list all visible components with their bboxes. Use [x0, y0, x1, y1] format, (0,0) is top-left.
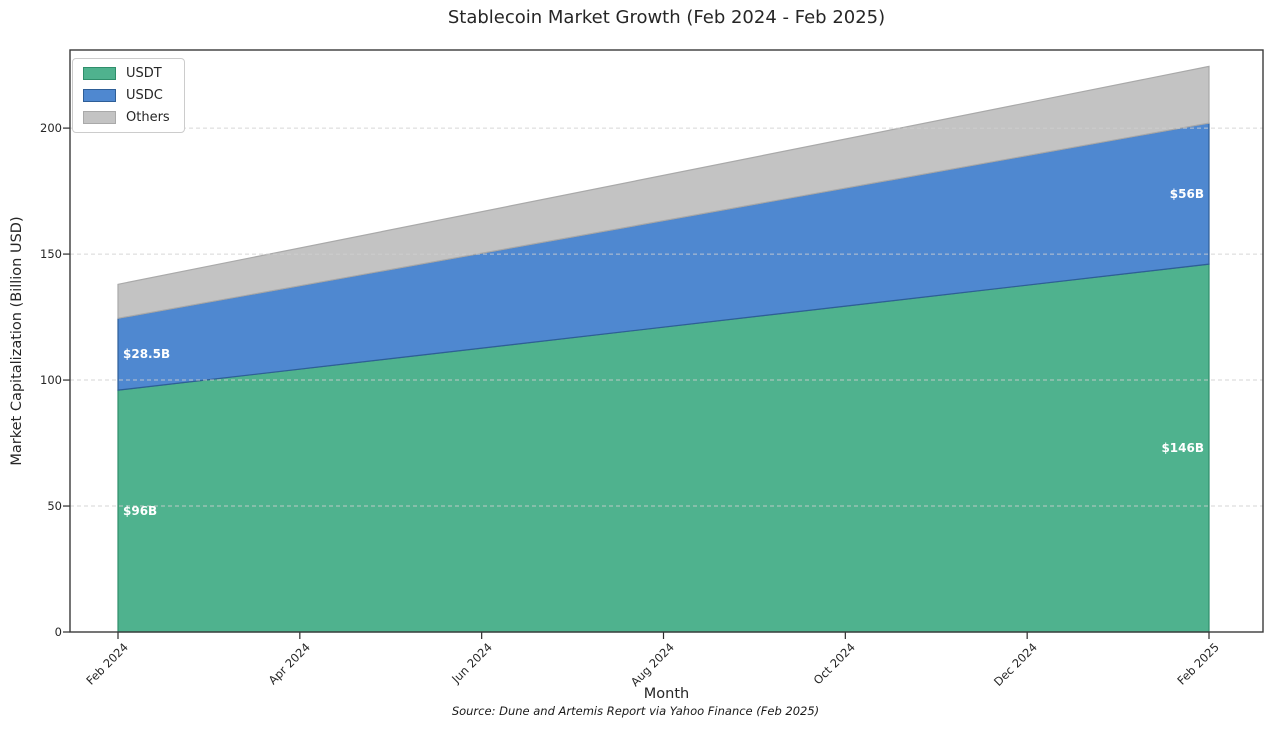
legend-item-usdc: USDC [83, 88, 170, 103]
legend-swatch-usdt [83, 67, 116, 80]
y-tick-label: 50 [47, 499, 62, 514]
chart-title: Stablecoin Market Growth (Feb 2024 - Feb… [447, 7, 886, 28]
x-axis-label: Month [643, 686, 690, 702]
legend-swatch-usdc [83, 89, 116, 102]
legend-item-usdt: USDT [83, 66, 170, 81]
legend-label-usdt: USDT [126, 66, 162, 81]
source-note: Source: Dune and Artemis Report via Yaho… [451, 704, 820, 718]
legend-label-others: Others [126, 110, 170, 125]
annotation-usdt-1: $146B [1161, 441, 1204, 456]
y-tick-label: 150 [40, 247, 62, 262]
y-tick-label: 200 [40, 121, 62, 136]
annotation-usdt-0: $96B [123, 504, 158, 519]
legend-swatch-others [83, 111, 116, 124]
y-tick-label: 0 [54, 625, 62, 639]
plot-border [69, 49, 1264, 633]
legend-label-usdc: USDC [126, 88, 163, 103]
area-others [117, 65, 1210, 320]
annotation-usdc-1: $56B [1169, 186, 1204, 201]
y-tick-label: 100 [40, 373, 62, 388]
legend: USDT USDC Others [72, 58, 185, 133]
legend-item-others: Others [83, 110, 170, 125]
annotation-usdc-0: $28.5B [123, 347, 171, 362]
